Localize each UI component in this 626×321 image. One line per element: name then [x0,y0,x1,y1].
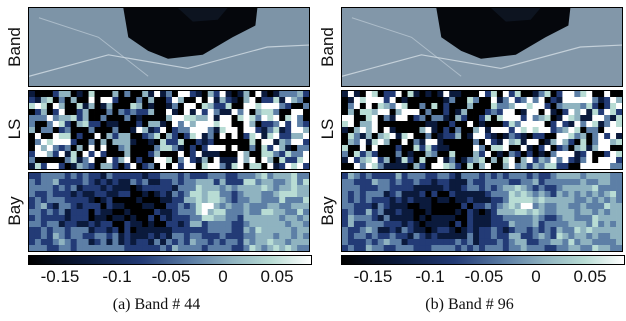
panel-a: Band LS Bay -0.15 -0.1 -0.05 0 0.05 (a) … [5,7,312,313]
panel-b: Band LS Bay -0.15 -0.1 -0.05 0 0.05 (b) … [313,0,626,321]
bay-image [28,172,310,252]
row-label-band: Band [318,27,337,67]
row-label-band: Band [5,27,24,67]
colorbar-tick: -0.15 [353,267,393,286]
colorbar-tick: -0.1 [415,267,445,286]
row-label-bay: Bay [318,196,337,226]
bay-image [341,172,623,252]
row-label-bay: Bay [5,196,24,226]
colorbar-tick: 0 [218,267,228,286]
colorbar-tick: 0 [531,267,541,286]
colorbar-tick: -0.05 [151,267,191,286]
colorbar-tick: -0.1 [102,267,132,286]
colorbar-tick: 0.05 [573,267,607,286]
colorbar-tick: -0.15 [40,267,80,286]
caption-b: (b) Band # 96 [425,296,514,313]
band-image [341,7,623,87]
colorbar-tick: -0.05 [464,267,504,286]
colorbar [28,255,312,265]
row-label-ls: LS [5,118,24,140]
row-label-ls: LS [318,118,337,140]
colorbar [341,255,625,265]
band-image [28,7,310,87]
caption-a: (a) Band # 44 [112,296,201,313]
ls-image [28,90,310,170]
colorbar-tick: 0.05 [260,267,294,286]
ls-image [341,90,623,170]
